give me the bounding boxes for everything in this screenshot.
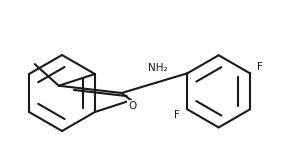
- Text: NH₂: NH₂: [149, 63, 168, 73]
- Text: F: F: [174, 110, 180, 120]
- Text: F: F: [257, 62, 263, 72]
- Text: O: O: [128, 101, 136, 111]
